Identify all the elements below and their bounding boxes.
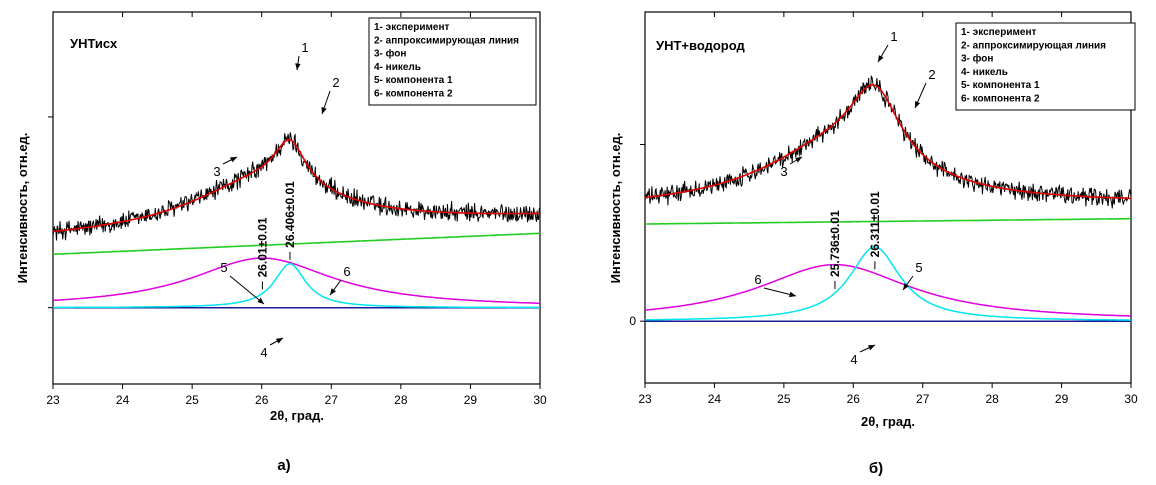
legend-entry: 5- компонента 1 xyxy=(374,75,453,86)
legend-box xyxy=(368,17,537,106)
curve-label-3: 3 xyxy=(213,164,220,179)
curve-label-5: 5 xyxy=(220,260,227,275)
curve-label-5: 5 xyxy=(915,260,922,275)
chart-panel-b: УНТ+водород 2θ, град. Интенсивность, отн… xyxy=(608,11,1138,477)
chart-panel-a: УНТисх 2θ, град. Интенсивность, отн.ед. … xyxy=(15,11,547,474)
legend-entry: 6- компонента 2 xyxy=(374,89,453,100)
curve-label-4: 4 xyxy=(850,352,857,367)
x-tick-label: 25 xyxy=(185,393,199,407)
component-1-curve xyxy=(645,246,1131,321)
curve-arrowhead xyxy=(789,291,796,298)
x-tick-label: 24 xyxy=(116,393,130,407)
x-tick-label: 26 xyxy=(847,392,861,406)
component-2-curve xyxy=(644,263,1131,317)
legend-entry: 3- фон xyxy=(961,53,993,65)
curve-arrowhead xyxy=(868,345,875,351)
plot-frame xyxy=(52,11,541,385)
x-tick-label: 29 xyxy=(1055,392,1069,406)
x-tick-label: 28 xyxy=(985,392,999,406)
panel-caption: б) xyxy=(869,460,883,477)
component-1-curve xyxy=(53,263,540,309)
curve-label-1: 1 xyxy=(890,29,897,44)
curve-label-6: 6 xyxy=(343,264,350,279)
curve-arrowhead xyxy=(257,297,264,304)
curve-arrowhead xyxy=(878,55,884,62)
x-tick-label: 30 xyxy=(533,393,547,407)
legend-entry: 1- эксперимент xyxy=(374,22,449,33)
peak-annotation: 26.01±0.01 xyxy=(255,217,269,277)
curve-arrowhead xyxy=(903,283,909,290)
x-tick-label: 27 xyxy=(325,393,339,407)
x-tick-label: 24 xyxy=(708,392,722,406)
fit-curve xyxy=(53,138,541,233)
legend-entry: 2- аппроксимирующая линия xyxy=(374,35,519,46)
curve-label-6: 6 xyxy=(754,272,761,287)
curve-label-4: 4 xyxy=(260,345,267,360)
peak-annotation: 26.406±0.01 xyxy=(283,181,297,248)
component-2-curve xyxy=(53,257,541,305)
background-line xyxy=(645,217,1131,225)
y-axis-label: Интенсивность, отн.ед. xyxy=(15,133,30,284)
curve-label-1: 1 xyxy=(301,40,308,55)
legend-entry: 4- никель xyxy=(961,67,1008,78)
curve-arrowhead xyxy=(795,157,802,163)
curve-label-2: 2 xyxy=(332,75,339,90)
x-tick-label: 29 xyxy=(464,393,478,407)
x-tick-label: 23 xyxy=(46,393,60,407)
legend-entry: 1- эксперимент xyxy=(961,27,1036,38)
x-tick-label: 28 xyxy=(394,393,408,407)
curve-arrowhead xyxy=(230,157,237,163)
x-tick-label: 23 xyxy=(638,392,652,406)
peak-annotation: 25.736±0.01 xyxy=(828,210,842,277)
y-tick-label: 0 xyxy=(629,314,636,328)
legend-entry: 5- компонента 1 xyxy=(961,80,1040,91)
curve-label-2: 2 xyxy=(928,67,935,82)
chart-title: УНТ+водород xyxy=(656,38,746,53)
legend-entry: 3- фон xyxy=(374,48,406,60)
legend-entry: 2- аппроксимирующая линия xyxy=(961,40,1106,51)
panel-caption: а) xyxy=(277,457,290,474)
background-line xyxy=(52,232,540,256)
experiment-curve xyxy=(52,132,541,241)
y-axis-label: Интенсивность, отн.ед. xyxy=(608,133,623,284)
curve-label-3: 3 xyxy=(780,164,787,179)
fit-curve xyxy=(644,84,1131,200)
x-tick-label: 26 xyxy=(255,393,269,407)
legend-entry: 6- компонента 2 xyxy=(961,94,1040,105)
legend-entry: 4- никель xyxy=(374,62,421,73)
chart-title: УНТисх xyxy=(70,36,118,51)
x-tick-label: 27 xyxy=(916,392,930,406)
curve-arrowhead xyxy=(915,101,921,108)
legend-box xyxy=(955,22,1136,111)
x-axis-label: 2θ, град. xyxy=(861,414,915,429)
x-axis-label: 2θ, град. xyxy=(270,408,324,423)
curve-arrowhead xyxy=(276,338,283,344)
curve-arrowhead xyxy=(330,288,336,295)
curve-arrowhead xyxy=(321,107,327,114)
x-tick-label: 25 xyxy=(777,392,791,406)
peak-annotation: 26.311±0.01 xyxy=(868,191,882,257)
x-tick-label: 30 xyxy=(1124,392,1138,406)
experiment-curve xyxy=(644,74,1132,209)
curve-leader xyxy=(229,275,265,305)
curve-arrowhead xyxy=(295,63,301,70)
